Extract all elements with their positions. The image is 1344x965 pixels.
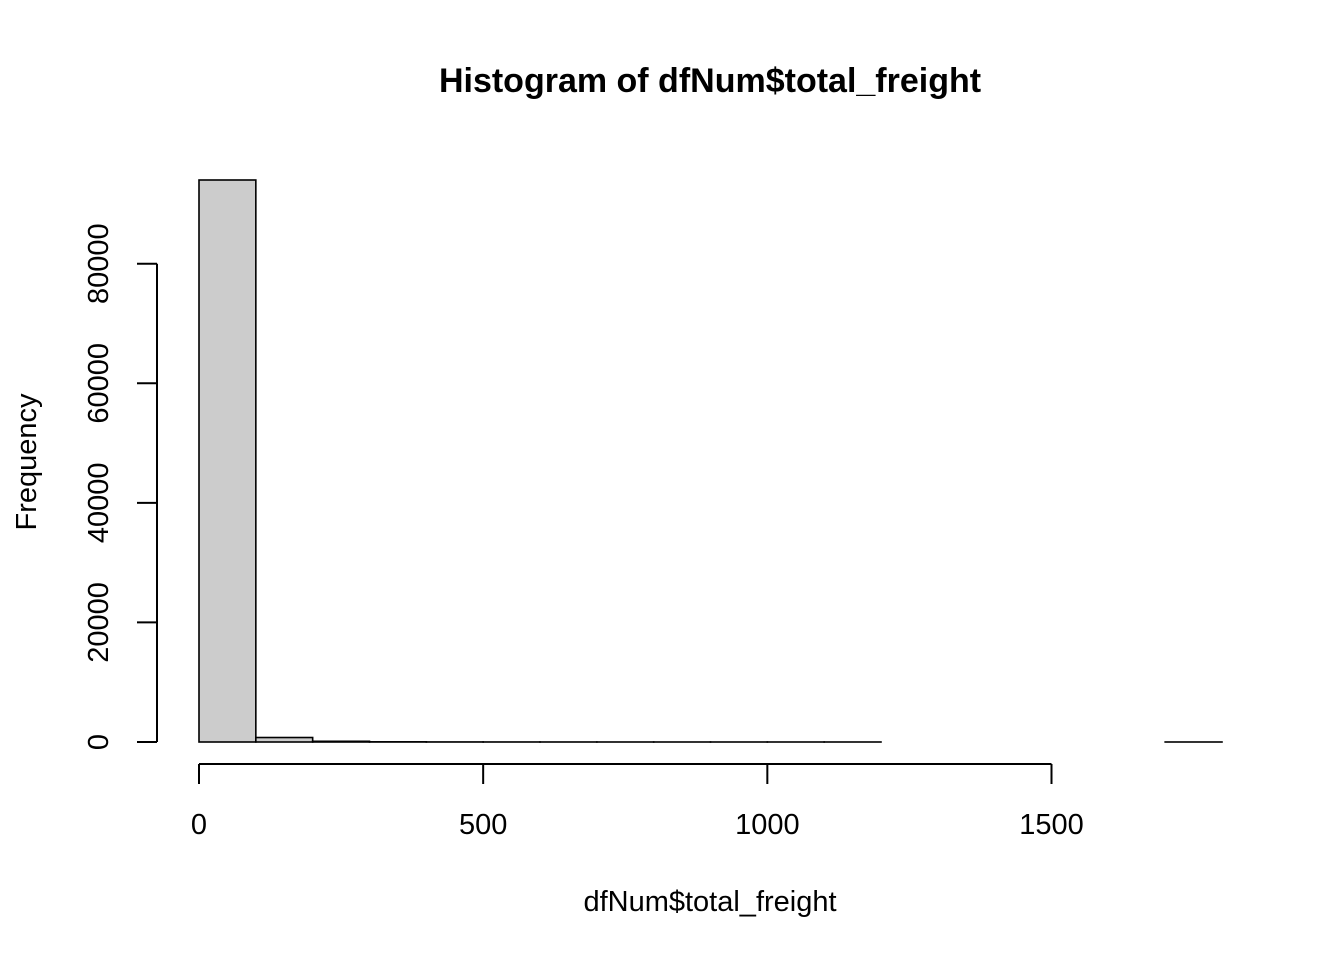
histogram-bar-0 bbox=[199, 180, 256, 742]
x-axis-label: dfNum$total_freight bbox=[583, 886, 836, 918]
chart-title: Histogram of dfNum$total_freight bbox=[439, 62, 981, 100]
y-tick-label-2: 40000 bbox=[83, 463, 115, 544]
y-tick-label-1: 20000 bbox=[83, 582, 115, 663]
x-tick-label-3: 1500 bbox=[1019, 809, 1084, 841]
y-axis: 0 20000 40000 60000 80000 bbox=[83, 223, 157, 750]
x-tick-label-0: 0 bbox=[191, 809, 207, 841]
bars-group bbox=[199, 180, 1222, 742]
x-tick-label-1: 500 bbox=[459, 809, 507, 841]
y-tick-label-4: 80000 bbox=[83, 223, 115, 304]
y-tick-label-3: 60000 bbox=[83, 343, 115, 424]
histogram-bar-2 bbox=[313, 741, 370, 742]
y-axis-label: Frequency bbox=[11, 393, 43, 531]
x-tick-label-2: 1000 bbox=[735, 809, 800, 841]
histogram-bar-1 bbox=[256, 738, 313, 742]
x-axis: 0 500 1000 1500 bbox=[191, 764, 1084, 841]
y-tick-label-0: 0 bbox=[83, 734, 115, 750]
